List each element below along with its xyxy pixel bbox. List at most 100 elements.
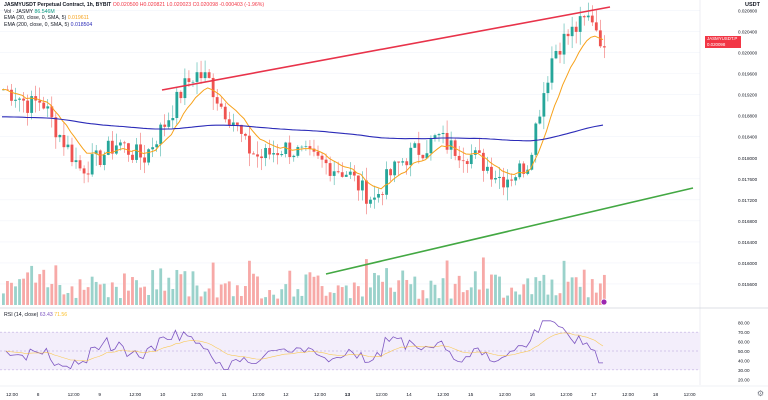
rsi-tick-label: 40.00 xyxy=(738,358,750,363)
volume-bar xyxy=(18,279,21,305)
candle-body xyxy=(175,91,179,119)
candle-body xyxy=(244,133,247,136)
symbol-legend[interactable]: JASMYUSDT Perpetual Contract, 1h, BYBIT … xyxy=(4,2,264,8)
volume-bar xyxy=(223,283,227,305)
candle-body xyxy=(473,150,477,155)
candle-body xyxy=(159,124,163,145)
volume-bar xyxy=(147,294,151,305)
volume-bar xyxy=(66,292,70,305)
time-tick-label: 12:00 xyxy=(191,392,203,398)
volume-bar xyxy=(449,298,453,305)
candle-body xyxy=(437,134,441,136)
support-trendline[interactable] xyxy=(325,187,694,275)
volume-bar xyxy=(235,285,239,305)
volume-bar xyxy=(413,276,417,305)
time-tick-label: 18 xyxy=(653,392,659,398)
candle-body xyxy=(248,135,251,154)
candle-body xyxy=(167,120,171,127)
candle-body xyxy=(151,147,155,150)
volume-bar xyxy=(506,295,509,305)
volume-bar xyxy=(542,274,546,305)
candle-body xyxy=(594,22,598,31)
candle-body xyxy=(409,147,413,166)
alert-marker[interactable] xyxy=(600,298,608,306)
volume-bar xyxy=(86,287,90,305)
rsi-tick-label: 50.00 xyxy=(738,349,750,354)
volume-bar xyxy=(477,289,481,305)
candle-body xyxy=(352,171,356,176)
volume-bar xyxy=(203,291,207,305)
volume-bar xyxy=(110,282,114,305)
volume-bar xyxy=(227,281,231,305)
candle-body xyxy=(199,72,203,79)
rsi-ma-value: 71.56 xyxy=(54,312,68,318)
time-tick-label: 14 xyxy=(406,392,412,398)
volume-bar xyxy=(550,279,554,305)
volume-bar xyxy=(30,265,34,305)
volume-bar xyxy=(2,293,5,305)
candle-body xyxy=(239,124,243,134)
volume-bar xyxy=(365,259,368,305)
volume-legend[interactable]: Vol · JASMY 86.546M xyxy=(4,9,55,15)
volume-bar xyxy=(78,279,82,305)
candle-body xyxy=(235,122,239,125)
volume-bar xyxy=(429,280,433,305)
volume-bar xyxy=(369,287,372,305)
candle-body xyxy=(469,154,473,165)
ema-fast-label: EMA (30, close, 0, SMA, 5) xyxy=(4,15,67,21)
time-tick-label: 12:00 xyxy=(560,392,572,398)
candle-body xyxy=(143,157,146,163)
candle-body xyxy=(171,118,175,121)
candle-body xyxy=(369,199,372,204)
volume-bar xyxy=(171,288,175,305)
candle-body xyxy=(296,147,300,156)
volume-bar xyxy=(594,292,598,305)
ema-fast-legend[interactable]: EMA (30, close, 0, SMA, 5) 0.019611 xyxy=(4,15,89,21)
candle-body xyxy=(102,154,106,165)
volume-bar xyxy=(554,295,558,305)
volume-bar xyxy=(441,278,445,305)
volume-bar xyxy=(10,282,13,305)
volume-bar xyxy=(90,276,94,305)
volume-bar xyxy=(102,283,106,305)
volume-bar xyxy=(578,286,582,305)
candle-body xyxy=(385,169,388,195)
candle-body xyxy=(389,169,393,176)
volume-bar xyxy=(292,296,296,305)
candle-body xyxy=(486,166,489,171)
candle-body xyxy=(393,161,397,176)
rsi-ma-line xyxy=(5,332,604,362)
candle-body xyxy=(417,143,421,155)
candle-body xyxy=(252,153,255,155)
candle-body xyxy=(320,155,324,160)
candle-body xyxy=(308,146,312,149)
candle-body xyxy=(187,78,191,82)
gear-icon[interactable]: ⚙ xyxy=(756,389,764,398)
volume-bar xyxy=(526,278,530,305)
ema-fast-value: 0.019611 xyxy=(67,15,89,21)
rsi-legend[interactable]: RSI (14, close) 63.43 71.56 xyxy=(4,312,67,318)
volume-bar xyxy=(502,297,505,305)
volume-bar xyxy=(215,297,219,305)
volume-bar xyxy=(465,290,469,305)
currency-unit: USDT xyxy=(745,2,760,8)
resistance-trendline[interactable] xyxy=(161,6,611,91)
candle-body xyxy=(135,144,138,160)
candle-body xyxy=(272,153,276,155)
candle-body xyxy=(62,134,66,148)
candle-body xyxy=(66,144,70,148)
candle-body xyxy=(163,124,167,127)
volume-bars xyxy=(2,257,606,305)
volume-bar xyxy=(385,268,388,305)
volume-bar xyxy=(566,281,570,305)
ema-slow-legend[interactable]: EMA (200, close, 0, SMA, 5) 0.018504 xyxy=(4,22,92,28)
price-tick-label: 0.016400 xyxy=(738,240,758,245)
rsi-tick-label: 80.00 xyxy=(738,321,750,326)
candle-body xyxy=(502,176,505,188)
time-tick-label: 12:00 xyxy=(129,392,141,398)
volume-bar xyxy=(534,277,538,305)
volume-bar xyxy=(445,260,449,305)
candle-body xyxy=(425,153,429,159)
price-tick-label: 0.017600 xyxy=(738,177,758,182)
